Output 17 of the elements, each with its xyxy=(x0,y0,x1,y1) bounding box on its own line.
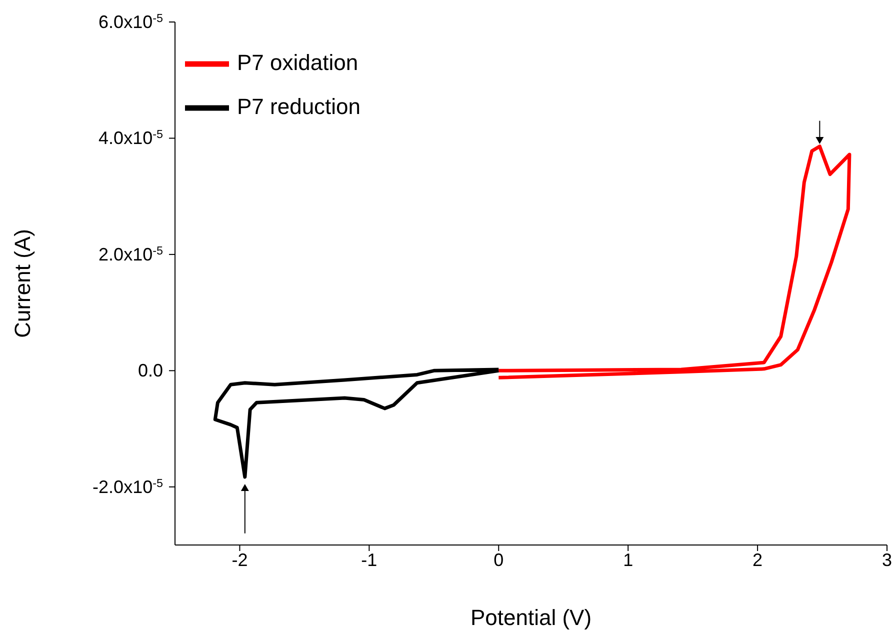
line-series xyxy=(213,368,500,479)
y-tick-label: 4.0x10$^{-5}$ xyxy=(98,128,164,148)
legend-label: P7 oxidation xyxy=(237,50,358,75)
x-tick-label: 1 xyxy=(623,550,634,570)
line-series xyxy=(496,144,852,380)
y-axis-title: Current (A) xyxy=(10,229,35,338)
x-tick-label: -1 xyxy=(361,550,378,570)
x-tick-label: 3 xyxy=(882,550,892,570)
legend-label: P7 reduction xyxy=(237,94,361,119)
x-axis-title: Potential (V) xyxy=(470,605,592,630)
y-tick-label: 6.0x10$^{-5}$ xyxy=(98,12,164,32)
y-tick-label: 2.0x10$^{-5}$ xyxy=(98,244,164,264)
y-tick-label: -2.0x10$^{-5}$ xyxy=(92,476,164,497)
x-tick-label: -2 xyxy=(232,550,248,570)
x-tick-label: 0 xyxy=(494,550,504,570)
y-tick-label: 0.0 xyxy=(138,360,163,381)
x-tick-label: 2 xyxy=(752,550,763,570)
